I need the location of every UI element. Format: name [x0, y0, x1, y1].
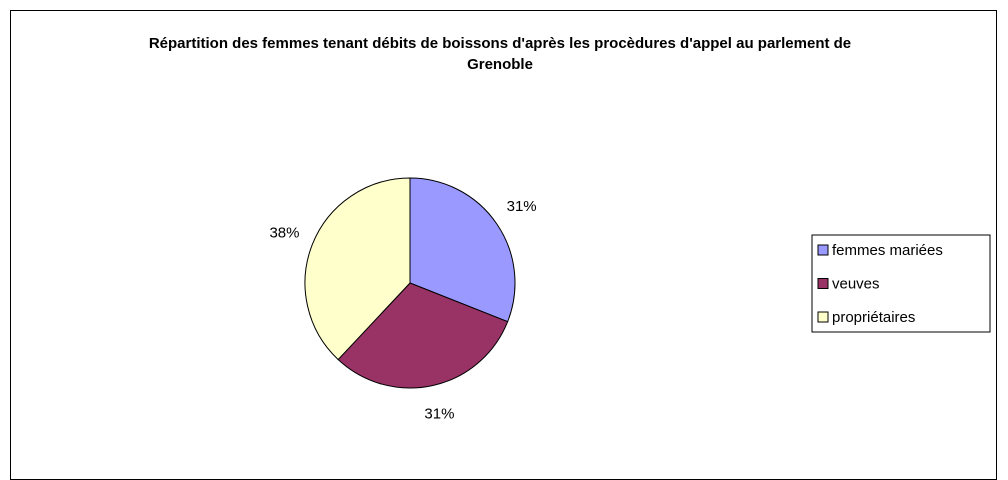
legend-label: veuves: [832, 275, 880, 292]
legend-label: propriétaires: [832, 309, 915, 326]
chart: 31% 31% 38% femmes mariées veuves propriétair…: [269, 177, 991, 423]
legend-swatch: [817, 278, 829, 289]
data-label: 31%: [424, 406, 454, 423]
data-label: 38%: [269, 224, 299, 241]
pie-slice: [337, 282, 509, 389]
legend-swatch: [817, 244, 829, 256]
legend-label: femmes mariées: [832, 242, 943, 259]
legend-swatch: [817, 311, 829, 323]
page: {"chart_data": {"type": "pie", "title": …: [10, 10, 997, 480]
pie-slice: [409, 177, 516, 323]
legend-box: [811, 234, 991, 333]
chart-title: Répartition des femmes tenant débits de …: [148, 35, 852, 73]
pie-slice: [304, 177, 411, 361]
data-label: 31%: [507, 198, 537, 215]
